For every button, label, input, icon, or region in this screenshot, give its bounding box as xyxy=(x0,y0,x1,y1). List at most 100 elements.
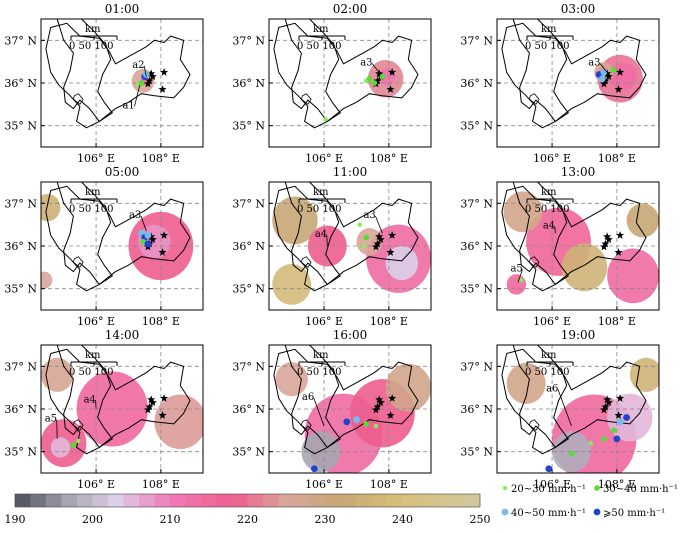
boundary-detail xyxy=(528,93,540,105)
station-star-icon xyxy=(143,79,152,88)
province-boundary xyxy=(501,185,647,292)
colorbar-cell xyxy=(340,494,357,507)
boundary-detail xyxy=(300,93,312,105)
colorbar-tick-label: 200 xyxy=(82,513,103,526)
annotation-label: a1 xyxy=(122,100,134,111)
rain-rate-dot xyxy=(138,80,145,86)
annotation-label: a6 xyxy=(302,392,314,403)
rain-rate-dot xyxy=(363,421,370,427)
boundary-detail xyxy=(72,93,84,105)
cloud-region xyxy=(506,362,546,404)
lat-tick-label: 37° N xyxy=(232,360,265,373)
panel-time: 11:00 xyxy=(333,165,368,179)
map-panel: a3 km 0 50 100 03:00 37° N 36° N 35° N 106° E 10… xyxy=(460,2,660,165)
boundary-detail xyxy=(528,256,540,268)
lon-tick-label: 108° E xyxy=(598,315,636,328)
map-panel: a4 a5 km 0 50 100 13:00 37° N 36° N 35° N 106° E… xyxy=(460,165,660,328)
annotation-label: a4 xyxy=(543,221,555,232)
map-panel: a3 km 0 50 100 05:00 37° N 36° N 35° N 106° E 10… xyxy=(4,165,204,328)
colorbar-tick-label: 240 xyxy=(392,513,413,526)
cloud-region xyxy=(41,193,61,222)
scale-labels: 0 50 100 xyxy=(69,41,114,52)
legend-swatch xyxy=(594,485,600,491)
rain-rate-dot xyxy=(610,67,617,73)
colorbar-cell xyxy=(46,494,62,507)
rain-rate-dot xyxy=(140,238,146,245)
colorbar-cell xyxy=(123,494,140,507)
station-star-icon xyxy=(616,68,625,76)
lat-tick-label: 35° N xyxy=(232,283,265,296)
cloud-region xyxy=(629,357,659,392)
rain-rate-dot xyxy=(610,427,617,434)
province-boundary xyxy=(512,182,570,286)
rain-rate-dot xyxy=(613,435,621,443)
scale-labels: 0 50 100 xyxy=(297,41,342,52)
scale-unit: km xyxy=(313,24,329,35)
station-star-icon xyxy=(616,394,625,402)
lon-tick-label: 106° E xyxy=(305,478,343,491)
cloud-region xyxy=(503,191,543,233)
scale-labels: 0 50 100 xyxy=(69,367,114,378)
panel-time: 05:00 xyxy=(105,165,140,179)
station-star-icon xyxy=(614,85,623,93)
station-star-icon xyxy=(616,231,625,239)
rain-rate-dot xyxy=(144,231,152,239)
lon-tick-label: 108° E xyxy=(370,152,408,165)
colorbar-tick-label: 230 xyxy=(315,513,336,526)
map-panel: a6 km 0 50 100 19:00 37° N 36° N 35° N 106° E 10… xyxy=(460,328,660,491)
rain-rate-dot xyxy=(363,234,370,241)
boundary-detail xyxy=(300,256,312,268)
province-boundary xyxy=(45,22,191,129)
colorbar-cell xyxy=(294,494,310,507)
rain-rate-dot xyxy=(545,465,553,473)
station-star-icon xyxy=(160,231,169,239)
province-boundary xyxy=(284,182,342,286)
lat-tick-label: 35° N xyxy=(460,446,493,459)
colorbar: 190 200 210 220 230 240 250 xyxy=(5,493,491,526)
lon-tick-label: 106° E xyxy=(533,478,571,491)
station-star-icon xyxy=(614,248,623,256)
cloud-region xyxy=(272,263,312,305)
station-star-icon xyxy=(601,76,610,85)
station-star-icon xyxy=(601,402,610,411)
rain-rate-legend: 20~30 mm·h⁻¹ 30~40 mm·h⁻¹ 40~50 mm·h⁻¹ ⩾50 … xyxy=(501,484,678,519)
colorbar-cell xyxy=(201,494,217,507)
station-star-icon xyxy=(160,68,169,76)
annotation-leader xyxy=(140,215,147,232)
rain-rate-dot xyxy=(519,277,524,283)
cloud-region xyxy=(626,203,659,238)
scale-unit: km xyxy=(313,350,329,361)
colorbar-cell xyxy=(356,494,372,507)
colorbar-cell xyxy=(154,494,171,507)
legend-label: ⩾50 mm·h⁻¹ xyxy=(603,508,665,519)
colorbar-tick-label: 220 xyxy=(237,513,258,526)
station-star-icon xyxy=(599,242,608,251)
annotation-label: a3 xyxy=(129,210,141,221)
station-star-icon xyxy=(599,79,608,88)
rain-rate-dot xyxy=(310,465,318,473)
legend-swatch xyxy=(501,508,509,516)
rain-rate-dot xyxy=(366,75,373,82)
legend-label: 20~30 mm·h⁻¹ xyxy=(511,484,586,495)
station-star-icon xyxy=(158,248,167,256)
colorbar-cell xyxy=(309,494,326,507)
lat-tick-label: 36° N xyxy=(232,77,265,90)
lon-tick-label: 106° E xyxy=(533,152,571,165)
province-boundary xyxy=(45,348,191,455)
lat-tick-label: 35° N xyxy=(4,120,37,133)
annotation-leader xyxy=(134,85,141,107)
lat-tick-label: 36° N xyxy=(232,240,265,253)
lon-tick-label: 108° E xyxy=(142,152,180,165)
colorbar-cell xyxy=(433,494,450,507)
province-boundary xyxy=(273,185,419,292)
lon-tick-label: 108° E xyxy=(598,152,636,165)
station-star-icon xyxy=(375,69,384,77)
scale-labels: 0 50 100 xyxy=(297,204,342,215)
station-star-icon xyxy=(145,402,154,411)
map-panels: a2 a1 km 0 50 100 01:00 37° N 36° N 35° N 106° E… xyxy=(4,2,660,491)
station-star-icon xyxy=(158,85,167,93)
rain-rate-dot xyxy=(70,442,77,449)
station-star-icon xyxy=(373,239,382,248)
annotation-leader xyxy=(371,63,380,73)
colorbar-cell xyxy=(139,494,155,507)
